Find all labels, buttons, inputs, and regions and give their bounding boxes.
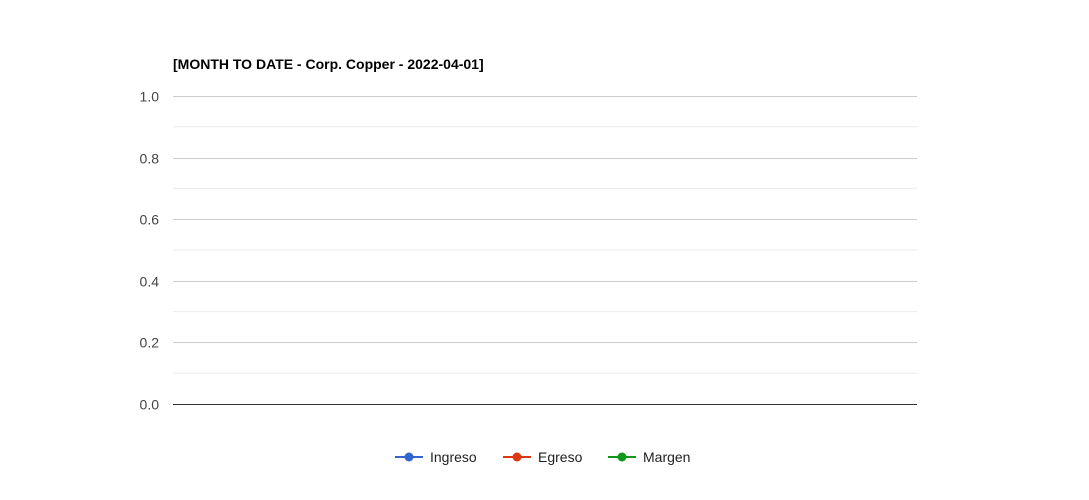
legend-marker-icon [404,452,414,462]
gridlines [173,96,917,405]
y-tick-label: 0.2 [140,335,160,351]
legend[interactable]: Ingreso Egreso Margen [395,449,690,465]
legend-item[interactable]: Ingreso [395,449,477,465]
legend-marker-icon [617,452,627,462]
chart-title: [MONTH TO DATE - Corp. Copper - 2022-04-… [173,56,484,72]
legend-item[interactable]: Egreso [503,449,583,465]
y-tick-label: 0.0 [140,397,160,413]
y-axis: 0.0 0.2 0.4 0.6 0.8 1.0 [140,89,160,413]
y-tick-label: 1.0 [140,89,160,105]
y-tick-label: 0.6 [140,212,160,228]
legend-label: Ingreso [430,449,477,465]
y-tick-label: 0.4 [140,274,160,290]
legend-item[interactable]: Margen [608,449,690,465]
legend-label: Margen [643,449,690,465]
y-tick-label: 0.8 [140,151,160,167]
legend-marker-icon [512,452,522,462]
legend-label: Egreso [538,449,583,465]
